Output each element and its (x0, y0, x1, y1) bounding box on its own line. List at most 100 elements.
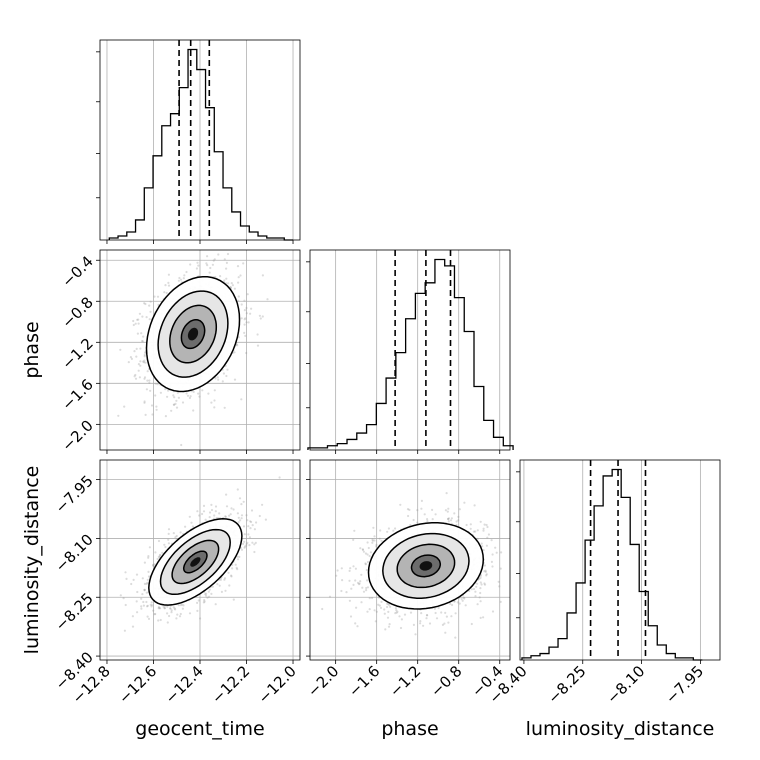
scatter-phase-vs-luminosity-distance-point (491, 565, 494, 568)
scatter-phase-vs-luminosity-distance-point (463, 501, 466, 504)
scatter-geocent-time-vs-luminosity-distance-point (211, 585, 214, 588)
scatter-phase-vs-luminosity-distance-point (335, 574, 338, 577)
scatter-phase-vs-luminosity-distance-point (476, 529, 479, 532)
scatter-phase-vs-luminosity-distance-point (476, 537, 479, 541)
scatter-phase-vs-luminosity-distance-point (409, 524, 412, 527)
scatter-phase-vs-luminosity-distance-point (461, 599, 464, 602)
scatter-geocent-time-vs-luminosity-distance-point (216, 583, 219, 586)
scatter-phase-vs-luminosity-distance-point (358, 582, 361, 585)
scatter-phase-vs-luminosity-distance-point (485, 544, 488, 547)
scatter-geocent-time-vs-phase-point (177, 279, 180, 282)
scatter-geocent-time-vs-phase-point (222, 372, 225, 375)
scatter-phase-vs-luminosity-distance-point (366, 553, 369, 556)
scatter-phase-vs-luminosity-distance-point (387, 610, 390, 614)
scatter-geocent-time-vs-luminosity-distance-point (223, 577, 227, 580)
scatter-phase-vs-luminosity-distance-point (480, 542, 483, 545)
scatter-geocent-time-vs-luminosity-distance-point (202, 510, 206, 513)
scatter-phase-vs-luminosity-distance-point (420, 612, 423, 615)
scatter-geocent-time-vs-luminosity-distance-point (237, 521, 240, 524)
scatter-phase-vs-luminosity-distance-point (387, 625, 391, 628)
scatter-geocent-time-vs-luminosity-distance-point (205, 592, 208, 595)
scatter-geocent-time-vs-luminosity-distance-point (167, 542, 170, 545)
scatter-phase-vs-luminosity-distance-point (454, 612, 457, 615)
scatter-geocent-time-vs-phase-ytick-label-1: −1.6 (58, 375, 96, 413)
scatter-geocent-time-vs-luminosity-distance-point (152, 565, 155, 568)
scatter-geocent-time-vs-luminosity-distance-point (157, 555, 160, 558)
scatter-geocent-time-vs-phase-contour-3 (145, 275, 241, 393)
scatter-phase-vs-luminosity-distance-point (449, 519, 453, 522)
scatter-phase-vs-luminosity-distance-point (455, 520, 458, 523)
scatter-geocent-time-vs-phase-contour-2 (157, 290, 229, 378)
scatter-phase-vs-luminosity-distance-contour-2 (382, 532, 470, 599)
scatter-geocent-time-vs-luminosity-distance-point (206, 596, 209, 599)
scatter-phase-vs-luminosity-distance-point (426, 518, 429, 521)
scatter-geocent-time-vs-luminosity-distance-point (201, 512, 204, 516)
scatter-phase-vs-luminosity-distance-point (348, 579, 351, 582)
scatter-geocent-time-vs-luminosity-distance-point (250, 520, 253, 524)
scatter-geocent-time-vs-luminosity-distance-point (143, 561, 146, 564)
scatter-geocent-time-vs-phase-point (185, 270, 188, 274)
scatter-geocent-time-vs-luminosity-distance-point (178, 615, 182, 618)
scatter-geocent-time-vs-phase-point (243, 323, 246, 326)
scatter-geocent-time-vs-phase-point (245, 321, 248, 324)
scatter-geocent-time-vs-phase-point (213, 389, 216, 392)
scatter-geocent-time-vs-luminosity-distance-point (243, 540, 246, 543)
scatter-geocent-time-vs-luminosity-distance-point (248, 536, 251, 539)
scatter-phase-vs-luminosity-distance-point (365, 586, 368, 590)
scatter-phase-vs-luminosity-distance-point (416, 521, 419, 524)
scatter-phase-vs-luminosity-distance-point (470, 622, 473, 626)
scatter-phase-vs-luminosity-distance-point (481, 545, 484, 548)
scatter-phase-vs-luminosity-distance-contour-3 (367, 522, 485, 610)
scatter-phase-vs-luminosity-distance-point (486, 536, 489, 539)
scatter-phase-vs-luminosity-distance-point (458, 508, 461, 511)
scatter-geocent-time-vs-phase-point (173, 396, 176, 399)
scatter-phase-vs-luminosity-distance-point (473, 504, 476, 507)
scatter-geocent-time-vs-phase-point (143, 353, 146, 356)
scatter-geocent-time-vs-luminosity-distance-point (261, 503, 264, 506)
scatter-phase-vs-luminosity-distance-point (383, 608, 386, 611)
scatter-geocent-time-vs-phase-point (227, 282, 230, 285)
y-axis-label-luminosity-distance: luminosity_distance (21, 466, 43, 655)
scatter-geocent-time-vs-phase-point (164, 388, 167, 391)
scatter-phase-vs-luminosity-distance-point (434, 513, 437, 516)
scatter-geocent-time-vs-phase-point (213, 258, 216, 261)
scatter-phase-vs-luminosity-distance-point (366, 541, 369, 544)
scatter-geocent-time-vs-luminosity-distance-point (264, 518, 267, 521)
scatter-geocent-time-vs-phase-point (170, 409, 173, 412)
scatter-geocent-time-vs-phase-point (245, 306, 248, 310)
scatter-geocent-time-vs-luminosity-distance-point (173, 607, 176, 610)
scatter-geocent-time-vs-phase-ytick-label-2: −1.2 (58, 334, 96, 372)
scatter-geocent-time-vs-luminosity-distance-point (219, 578, 222, 582)
scatter-geocent-time-vs-luminosity-distance-xtick-label-4: −12.0 (255, 662, 300, 707)
scatter-geocent-time-vs-phase-point (164, 284, 167, 287)
scatter-geocent-time-vs-phase-point (119, 348, 122, 351)
scatter-phase-vs-luminosity-distance-point (428, 622, 432, 625)
scatter-geocent-time-vs-luminosity-distance-point (236, 512, 239, 515)
scatter-phase-vs-luminosity-distance-point (361, 548, 364, 551)
scatter-geocent-time-vs-luminosity-distance-point (208, 588, 211, 591)
scatter-geocent-time-vs-luminosity-distance-point (141, 577, 144, 580)
scatter-phase-vs-luminosity-distance-point (435, 617, 439, 620)
scatter-phase-vs-luminosity-distance: −2.0 −1.6 −1.2 −0.8 −0.4 (304, 459, 511, 701)
scatter-phase-vs-luminosity-distance-point (497, 580, 500, 583)
scatter-geocent-time-vs-luminosity-distance-point (203, 599, 206, 602)
scatter-geocent-time-vs-phase-point (156, 461, 158, 463)
scatter-phase-vs-luminosity-distance-point (437, 606, 440, 610)
scatter-geocent-time-vs-phase-point (157, 303, 160, 306)
scatter-geocent-time-vs-luminosity-distance-point (131, 615, 134, 618)
scatter-geocent-time-vs-phase-point (137, 363, 140, 366)
scatter-geocent-time-vs-luminosity-distance-point (175, 617, 178, 620)
scatter-geocent-time-vs-phase-point (143, 302, 146, 305)
scatter-phase-vs-luminosity-distance-point (444, 631, 447, 634)
scatter-phase-vs-luminosity-distance-point (431, 518, 434, 521)
scatter-geocent-time-vs-luminosity-distance-point (159, 553, 162, 556)
scatter-geocent-time-vs-phase-point (243, 309, 246, 312)
scatter-geocent-time-vs-luminosity-distance-point (141, 593, 144, 596)
scatter-phase-vs-luminosity-distance-point (362, 590, 366, 593)
scatter-phase-vs-luminosity-distance-point (361, 586, 364, 589)
scatter-phase-vs-luminosity-distance-point (375, 610, 378, 613)
scatter-geocent-time-vs-luminosity-distance-point (147, 570, 150, 574)
scatter-phase-vs-luminosity-distance-content (321, 492, 510, 639)
scatter-geocent-time-vs-phase-point (207, 392, 210, 395)
scatter-geocent-time-vs-phase-point (233, 351, 236, 354)
